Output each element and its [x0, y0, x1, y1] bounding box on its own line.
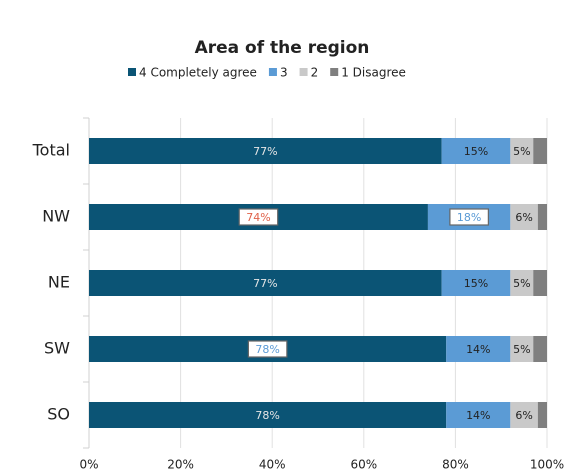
label-box — [449, 208, 489, 226]
data-label: 5% — [513, 343, 530, 356]
x-tick-label: 0% — [79, 458, 98, 472]
bar-segment — [89, 402, 447, 428]
bar-segment — [533, 270, 547, 296]
data-label: 6% — [515, 211, 532, 224]
y-tick-label: NW — [42, 207, 70, 226]
data-label: 77% — [253, 277, 277, 290]
data-label: 5% — [513, 145, 530, 158]
legend-label: 4 Completely agree — [139, 66, 257, 80]
bar-segment — [510, 204, 538, 230]
x-tick-label: 60% — [350, 458, 377, 472]
bar-segment — [537, 402, 547, 428]
label-box — [238, 208, 279, 226]
data-label: 77% — [253, 145, 277, 158]
y-tick-label: SO — [47, 405, 70, 424]
data-label: 15% — [464, 277, 488, 290]
bar-segment — [510, 270, 534, 296]
legend-swatch — [128, 68, 136, 76]
x-tick-label: 100% — [530, 458, 564, 472]
data-label: 74% — [246, 211, 270, 224]
legend-swatch — [268, 68, 277, 76]
x-tick-label: 40% — [259, 458, 286, 472]
data-label: 15% — [464, 145, 488, 158]
bar-segment — [533, 138, 547, 164]
bar-segment — [537, 204, 547, 230]
data-label: 78% — [255, 343, 279, 356]
label-box — [247, 340, 288, 358]
bar-segment — [510, 336, 534, 362]
x-tick-label: 20% — [167, 458, 194, 472]
bar-segment — [533, 336, 547, 362]
bar-segment — [510, 138, 534, 164]
y-tick-label: SW — [44, 339, 70, 358]
legend-label: 3 — [280, 66, 288, 80]
bar-segment — [441, 138, 511, 164]
y-tick-label: NE — [48, 273, 70, 292]
bar-segment — [510, 402, 538, 428]
bar-segment — [446, 336, 511, 362]
data-label: 5% — [513, 277, 530, 290]
data-label: 14% — [466, 343, 490, 356]
data-label: 14% — [466, 409, 490, 422]
x-tick-label: 80% — [442, 458, 469, 472]
bar-segment — [89, 138, 442, 164]
bar-segment — [89, 270, 442, 296]
legend-swatch — [299, 68, 308, 76]
data-label: 78% — [255, 409, 279, 422]
y-tick-label: Total — [32, 141, 70, 160]
chart-title: Area of the region — [195, 38, 370, 58]
legend-swatch — [330, 68, 339, 76]
data-label: 6% — [515, 409, 532, 422]
bar-segment — [446, 402, 511, 428]
bar-segment — [441, 270, 511, 296]
data-label: 18% — [457, 211, 481, 224]
legend-label: 1 Disagree — [341, 66, 406, 80]
legend-label: 2 — [311, 66, 319, 80]
